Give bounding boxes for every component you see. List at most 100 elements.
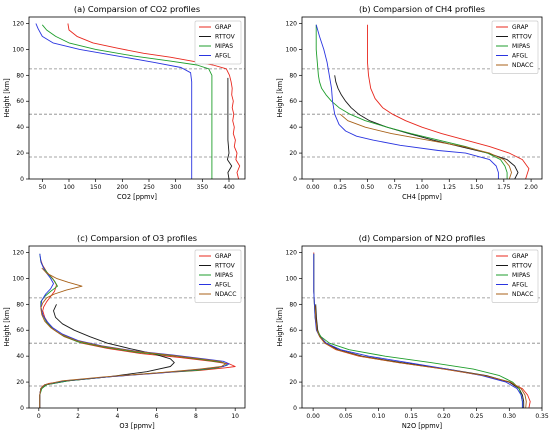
series-line-ndacc: [39, 267, 226, 408]
series-line-rttov: [334, 75, 519, 180]
y-axis-label: Height [km]: [276, 307, 284, 346]
legend-box: [491, 249, 539, 303]
legend-label-mipas: MIPAS: [512, 272, 530, 279]
legend: GRAP RTTOV MIPAS AFGL NDACC: [491, 249, 539, 303]
y-tick-label: 80: [289, 72, 297, 79]
chart-panel-4: (d) Comparsion of N2O profiles 0.00 0.05 0.…: [276, 233, 549, 430]
y-tick-label: 100: [13, 275, 25, 282]
x-axis-label: O3 [ppmv]: [119, 422, 154, 430]
y-tick-label: 80: [289, 301, 297, 308]
x-tick-label: 0.25: [470, 413, 484, 420]
x-tick-label: 0.30: [503, 413, 517, 420]
legend: GRAP RTTOV MIPAS AFGL NDACC: [194, 249, 242, 303]
legend-label-ndacc: NDACC: [512, 62, 533, 69]
series-line-afgl: [313, 253, 523, 408]
legend-label-rttov: RTTOV: [512, 263, 533, 270]
y-tick-label: 100: [13, 46, 25, 53]
y-tick-label: 60: [16, 98, 24, 105]
y-tick-label: 60: [289, 327, 297, 334]
y-tick-label: 60: [16, 327, 24, 334]
series-line-grap: [367, 24, 530, 180]
legend: GRAP RTTOV MIPAS AFGL NDACC: [491, 20, 539, 74]
x-tick-label: 0.75: [388, 184, 402, 191]
plot-frame: [28, 16, 246, 180]
y-axis-label: Height [km]: [3, 78, 11, 117]
y-tick-label: 60: [289, 98, 297, 105]
y-tick-label: 0: [20, 176, 24, 183]
y-tick-label: 40: [16, 124, 24, 131]
x-tick-label: 0.05: [339, 413, 353, 420]
legend-label-mipas: MIPAS: [215, 272, 233, 279]
legend-label-grap: GRAP: [215, 24, 232, 31]
x-tick-label: 10: [231, 413, 239, 420]
x-tick-label: 150: [90, 184, 102, 191]
x-tick-label: 4: [115, 413, 119, 420]
x-tick-label: 0.25: [334, 184, 348, 191]
series-line-rttov: [39, 304, 175, 408]
chart-title: (d) Comparsion of N2O profiles: [359, 233, 486, 243]
series-line-grap: [67, 23, 241, 180]
y-tick-label: 0: [293, 176, 297, 183]
x-tick-label: 1.50: [470, 184, 484, 191]
legend: GRAP RTTOV MIPAS AFGL: [194, 20, 242, 65]
x-tick-label: 0: [37, 413, 41, 420]
series-line-mipas: [315, 24, 508, 179]
y-tick-label: 80: [16, 301, 24, 308]
legend-label-rttov: RTTOV: [215, 263, 236, 270]
legend-box: [194, 20, 242, 65]
x-tick-label: 0.10: [372, 413, 386, 420]
x-tick-label: 8: [194, 413, 198, 420]
chart-title: (b) Comparsion of CH4 profiles: [359, 4, 485, 14]
y-tick-label: 120: [286, 249, 298, 256]
x-axis-label: N2O [ppmv]: [402, 422, 442, 430]
x-tick-label: 0.15: [405, 413, 419, 420]
series-line-mipas: [313, 253, 523, 408]
x-tick-label: 1.75: [497, 184, 511, 191]
legend-box: [194, 249, 242, 303]
legend-label-afgl: AFGL: [215, 282, 231, 289]
series-line-afgl: [35, 23, 193, 179]
series-line-rttov: [226, 77, 233, 180]
x-tick-label: 50: [39, 184, 47, 191]
legend-label-afgl: AFGL: [512, 282, 528, 289]
legend-label-mipas: MIPAS: [215, 43, 233, 50]
series-line-rttov: [315, 304, 525, 408]
y-axis-label: Height [km]: [276, 78, 284, 117]
chart-title: (c) Comparsion of O3 profiles: [77, 233, 197, 243]
x-tick-label: 0.50: [361, 184, 375, 191]
x-tick-label: 2: [76, 413, 80, 420]
x-axis-label: CH4 [ppmv]: [402, 193, 442, 201]
x-tick-label: 0.35: [535, 413, 549, 420]
x-tick-label: 1.00: [415, 184, 429, 191]
legend-label-grap: GRAP: [512, 253, 529, 260]
legend-label-afgl: AFGL: [215, 53, 231, 60]
y-tick-label: 40: [16, 353, 24, 360]
y-tick-label: 40: [289, 353, 297, 360]
y-tick-label: 0: [20, 405, 24, 412]
chart-title: (a) Comparsion of CO2 profiles: [74, 4, 200, 14]
plot-frame: [28, 245, 246, 409]
legend-label-grap: GRAP: [215, 253, 232, 260]
series-line-afgl: [315, 24, 499, 179]
y-tick-label: 120: [286, 20, 298, 27]
y-tick-label: 20: [289, 379, 297, 386]
x-tick-label: 2.00: [524, 184, 538, 191]
chart-panel-2: (b) Comparsion of CH4 profiles 0.00 0.25 0.…: [276, 4, 543, 201]
legend-label-ndacc: NDACC: [215, 291, 236, 298]
x-tick-label: 6: [155, 413, 159, 420]
legend-box: [491, 20, 539, 74]
chart-panel-1: (a) Comparsion of CO2 profiles 50 100 150 20…: [3, 4, 246, 201]
series-group: [315, 24, 530, 180]
y-tick-label: 120: [13, 249, 25, 256]
legend-label-mipas: MIPAS: [512, 43, 530, 50]
x-tick-label: 0.00: [306, 184, 320, 191]
legend-label-ndacc: NDACC: [512, 291, 533, 298]
series-line-ndacc: [314, 305, 527, 409]
x-tick-label: 1.25: [443, 184, 457, 191]
series-line-ndacc: [339, 113, 512, 180]
x-tick-label: 350: [197, 184, 209, 191]
legend-label-rttov: RTTOV: [512, 34, 533, 41]
series-group: [39, 253, 236, 408]
series-line-mipas: [41, 24, 213, 179]
